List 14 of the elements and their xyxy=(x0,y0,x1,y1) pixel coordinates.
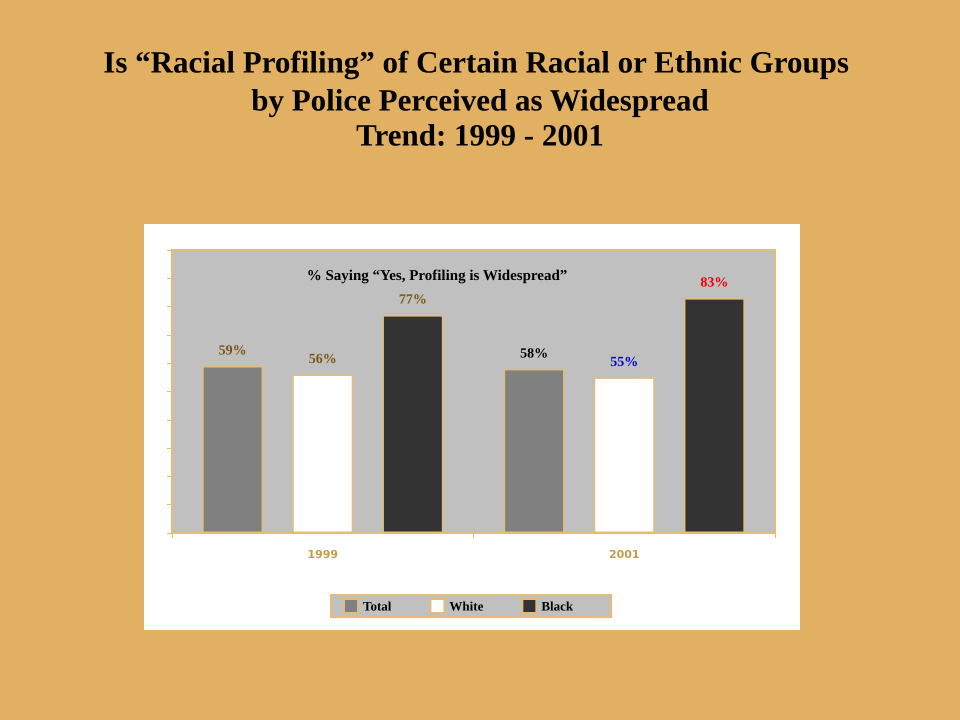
legend-label: White xyxy=(449,598,484,614)
data-label: 55% xyxy=(610,354,638,370)
chart-subtitle: Trend: 1999 - 2001 xyxy=(356,118,604,152)
chart-title: Is “Racial Profiling” of Certain Racial or Ethnic Groups by Police Perceived as Widespread xyxy=(103,44,857,118)
data-label: 56% xyxy=(308,352,337,368)
data-label: 77% xyxy=(398,292,427,308)
x-tick-label: 2001 xyxy=(608,548,640,561)
annotation: % Saying “Yes, Profiling is Widespread” xyxy=(306,268,568,284)
data-label: 83% xyxy=(700,276,728,291)
legend-label: Black xyxy=(541,598,574,614)
x-tick-label: 1999 xyxy=(307,548,338,561)
legend-label: Total xyxy=(363,598,392,614)
data-label: 58% xyxy=(520,346,548,362)
data-label: 59% xyxy=(218,344,247,359)
